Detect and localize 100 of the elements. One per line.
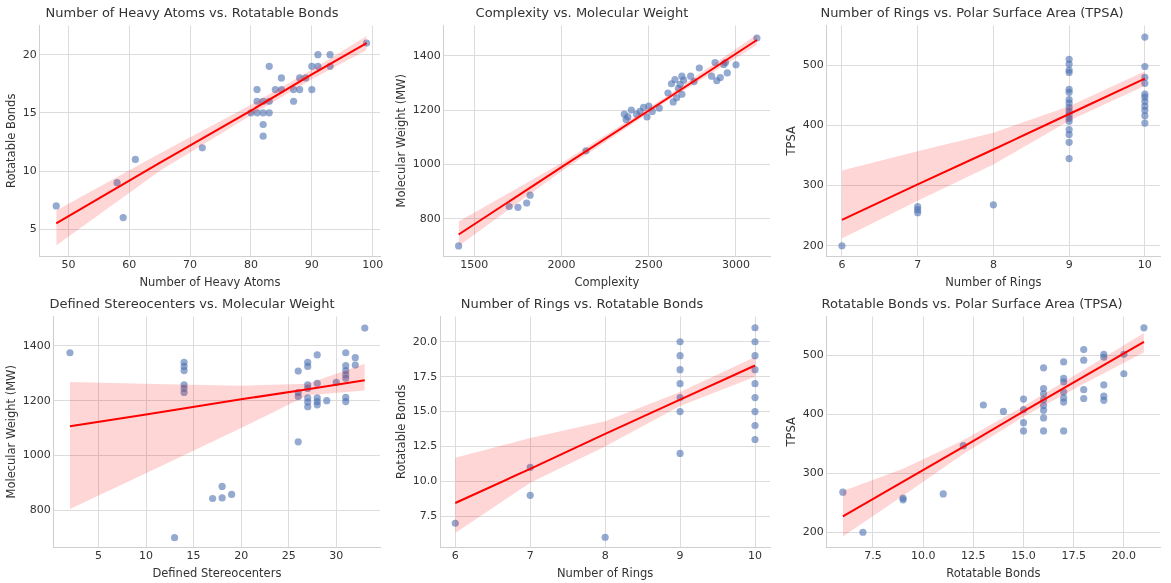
y-tick-label: 1400 xyxy=(22,338,51,352)
point xyxy=(1060,358,1068,366)
point xyxy=(289,97,298,105)
y-tick-label: 400 xyxy=(802,118,824,132)
x-tick-label: 10 xyxy=(748,549,763,563)
point xyxy=(259,132,267,140)
point xyxy=(198,144,206,152)
point xyxy=(218,494,226,502)
point xyxy=(170,534,179,542)
point xyxy=(361,324,369,332)
point xyxy=(294,438,302,446)
y-tick-label: 17.5 xyxy=(412,369,438,383)
y-tick-label: 1000 xyxy=(22,448,51,462)
x-axis-title: Number of Heavy Atoms xyxy=(139,275,281,290)
y-axis-title: Rotatable Bonds xyxy=(3,93,18,188)
x-tick-label: 60 xyxy=(122,258,137,272)
point xyxy=(1065,130,1073,139)
x-tick-label: 9 xyxy=(676,549,684,563)
point xyxy=(313,401,321,409)
x-tick-label: 20.0 xyxy=(1111,549,1137,563)
point xyxy=(253,86,261,94)
point xyxy=(671,76,679,84)
point xyxy=(326,51,334,59)
point xyxy=(716,73,724,82)
point xyxy=(342,349,350,357)
y-tick-label: 1200 xyxy=(412,102,441,116)
point xyxy=(1100,396,1108,404)
y-tick-label: 200 xyxy=(802,238,824,252)
point xyxy=(1039,364,1048,372)
point xyxy=(131,155,139,164)
y-tick-label: 300 xyxy=(802,466,824,480)
point xyxy=(1141,62,1149,71)
y-axis-title: Rotatable Bonds xyxy=(393,384,408,479)
y-tick-label: 800 xyxy=(419,211,441,225)
y-tick-label: 15.0 xyxy=(412,404,438,418)
y-axis-title: TPSA xyxy=(783,417,798,448)
y-axis-title: Molecular Weight (MW) xyxy=(3,365,18,499)
point xyxy=(676,407,684,416)
point xyxy=(751,393,759,402)
x-tick-label: 3000 xyxy=(721,258,750,272)
y-axis-title: Molecular Weight (MW) xyxy=(393,74,408,208)
point xyxy=(751,435,759,444)
point xyxy=(259,120,267,129)
point xyxy=(1120,370,1128,378)
y-tick-label: 400 xyxy=(802,407,824,421)
point xyxy=(314,51,322,59)
point xyxy=(999,407,1008,416)
x-tick-label: 9 xyxy=(1065,258,1073,272)
point xyxy=(680,76,688,84)
y-tick-label: 15 xyxy=(22,105,37,119)
point xyxy=(751,421,759,430)
point xyxy=(304,362,312,371)
point xyxy=(732,61,740,69)
x-axis-title: Defined Stereocenters xyxy=(152,566,282,581)
point xyxy=(1065,138,1073,146)
point xyxy=(351,354,359,362)
point xyxy=(296,86,304,94)
point xyxy=(695,64,703,72)
point xyxy=(678,90,686,98)
point xyxy=(676,338,684,346)
y-tick-label: 800 xyxy=(29,503,51,517)
point xyxy=(1039,384,1048,393)
point xyxy=(1039,427,1048,435)
point xyxy=(342,397,350,406)
point xyxy=(259,109,267,117)
y-axis-title: TPSA xyxy=(783,126,798,157)
point xyxy=(989,201,997,209)
point xyxy=(1080,346,1088,354)
x-tick-label: 6 xyxy=(451,549,459,563)
point xyxy=(66,349,74,357)
point xyxy=(180,366,188,375)
x-tick-label: 8 xyxy=(601,549,609,563)
y-tick-label: 500 xyxy=(802,58,824,72)
x-tick-label: 1500 xyxy=(460,258,489,272)
x-tick-label: 17.5 xyxy=(1061,549,1086,563)
point xyxy=(323,397,331,405)
point xyxy=(1039,406,1048,414)
point xyxy=(751,352,759,360)
point xyxy=(1065,60,1073,68)
chart-title: Defined Stereocenters vs. Molecular Weight xyxy=(49,296,335,312)
point xyxy=(265,109,273,117)
x-tick-label: 90 xyxy=(304,258,319,272)
point xyxy=(1080,386,1088,394)
point xyxy=(627,106,635,114)
point xyxy=(1039,414,1048,422)
x-axis-title: Complexity xyxy=(574,275,640,290)
point xyxy=(514,203,522,211)
point xyxy=(523,199,531,207)
chart-title: Complexity vs. Molecular Weight xyxy=(475,5,689,21)
x-tick-label: 30 xyxy=(329,549,344,563)
point xyxy=(1019,427,1028,435)
point xyxy=(1060,427,1068,435)
point xyxy=(676,352,684,360)
point xyxy=(209,494,217,503)
x-tick-label: 7 xyxy=(526,549,534,563)
y-tick-label: 20.0 xyxy=(412,334,438,348)
point xyxy=(308,86,316,94)
y-tick-label: 200 xyxy=(802,525,824,539)
x-tick-label: 10.0 xyxy=(910,549,936,563)
point xyxy=(687,72,695,80)
